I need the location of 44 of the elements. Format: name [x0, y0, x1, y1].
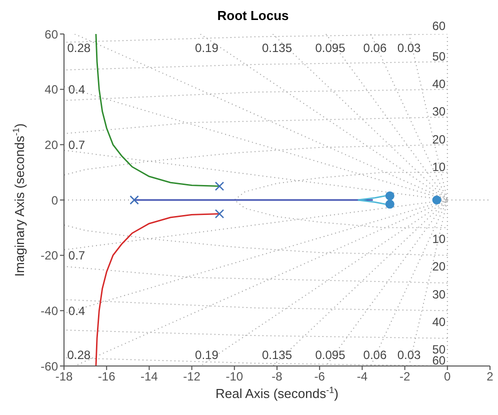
annotation: 0.19 — [195, 41, 219, 56]
annotation: 0.28 — [67, 41, 91, 56]
annotation: 0.03 — [397, 348, 422, 362]
y-tick-label: -40 — [40, 304, 58, 318]
x-tick-label: -12 — [183, 370, 201, 384]
x-tick-label: -8 — [272, 370, 283, 384]
y-tick-label: -20 — [40, 248, 58, 263]
x-tick-label: -14 — [140, 370, 158, 384]
annotation: 0.4 — [68, 82, 86, 97]
annotation: 0.095 — [315, 41, 346, 56]
x-tick-label: -4 — [356, 370, 368, 384]
annotation: 40 — [432, 314, 446, 329]
annotation: 0.135 — [262, 348, 292, 362]
annotation: 20 — [432, 260, 446, 274]
annotation: 0.095 — [315, 348, 346, 362]
annotation: 10 — [432, 232, 446, 246]
annotation: 0.06 — [363, 348, 387, 362]
annotation: 40 — [432, 77, 446, 92]
x-tick-label: 0 — [444, 370, 452, 384]
annotation: 0.7 — [68, 248, 86, 263]
annotation: 0.19 — [195, 348, 219, 362]
y-tick-label: 20 — [44, 138, 58, 152]
y-tick-label: 60 — [44, 27, 58, 42]
x-tick-label: -2 — [399, 370, 410, 384]
annotation: 0.4 — [68, 304, 86, 318]
x-tick-label: 2 — [486, 370, 494, 384]
annotation: 30 — [432, 104, 446, 119]
annotation: 10 — [432, 160, 446, 174]
annotation: 0.135 — [262, 41, 292, 56]
y-tick-label: 40 — [44, 82, 58, 97]
x-axis-title: Real Axis (seconds$^{-1}$) — [216, 385, 338, 401]
annotation: 0.03 — [397, 41, 422, 56]
chart-title: Root Locus — [217, 8, 289, 23]
x-tick-label: -6 — [314, 370, 326, 384]
x-tick-label: -16 — [98, 370, 116, 384]
annotation: 50 — [432, 49, 446, 64]
x-tick-label: -10 — [226, 370, 244, 384]
annotation: 0.7 — [68, 138, 86, 152]
annotation: 20 — [432, 132, 446, 146]
text: 60 — [432, 18, 446, 33]
y-tick-label: 0 — [51, 193, 58, 208]
annotation: 0.28 — [67, 348, 91, 362]
annotation: 0.06 — [363, 41, 387, 56]
annotation: 30 — [432, 287, 446, 302]
